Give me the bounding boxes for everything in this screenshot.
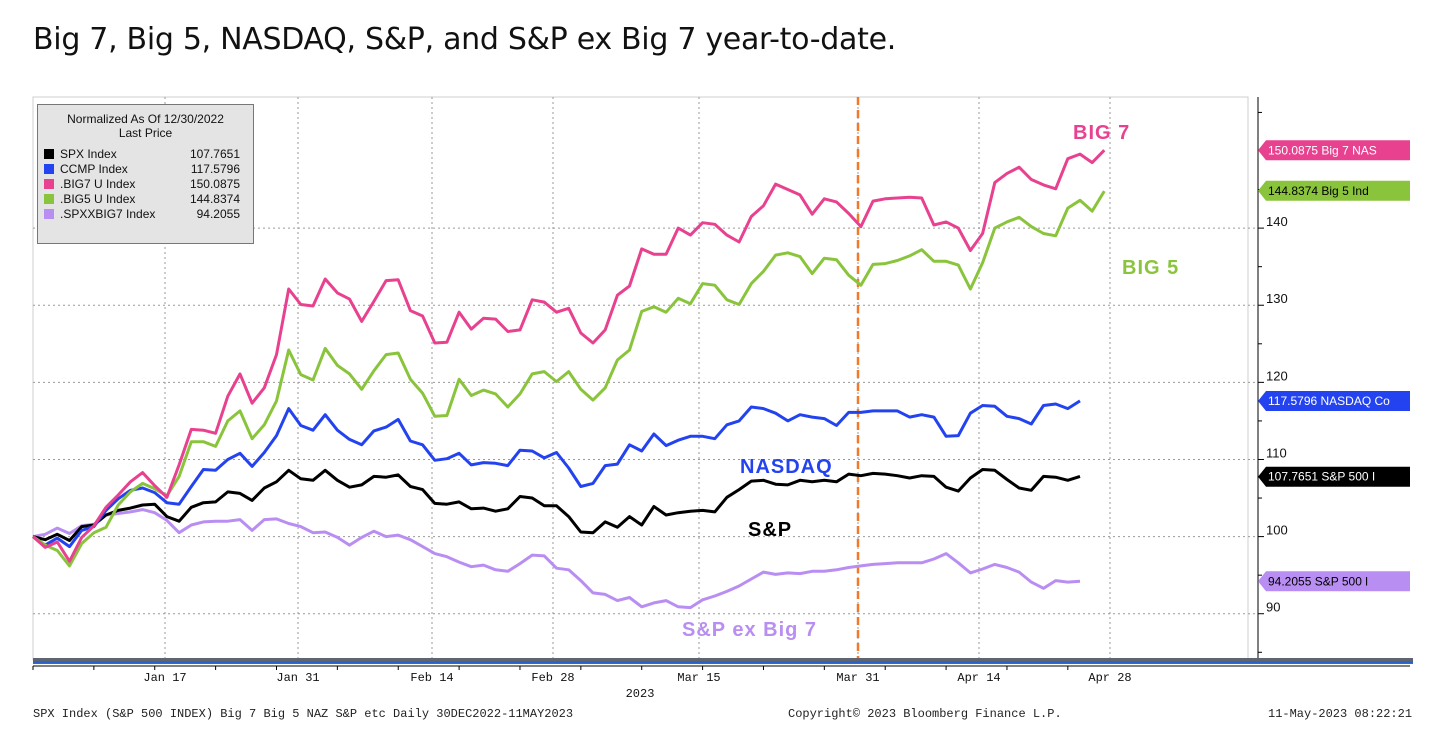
x-tick-label: Feb 14 <box>410 671 453 685</box>
legend-item-name: .BIG7 U Index <box>60 177 136 191</box>
x-tick-label: Feb 28 <box>531 671 574 685</box>
legend-item-value: 107.7651 <box>189 147 240 161</box>
series-line <box>32 508 1081 610</box>
end-label-bg <box>1258 391 1410 412</box>
series-text-label: NASDAQ <box>740 456 833 478</box>
series-text-label: S&P <box>748 519 792 541</box>
y-tick-label: 120 <box>1266 368 1288 383</box>
series-lines <box>32 149 1106 610</box>
legend-item: .BIG5 U Index 144.8374 <box>44 192 248 206</box>
legend-swatch <box>44 179 54 189</box>
footer-source: SPX Index (S&P 500 INDEX) Big 7 Big 5 NA… <box>33 707 574 721</box>
legend-item: SPX Index 107.7651 <box>44 147 248 161</box>
legend-header: Normalized As Of 12/30/2022 <box>67 112 224 126</box>
legend-item-value: 150.0875 <box>189 177 240 191</box>
y-tick-label: 100 <box>1266 523 1288 538</box>
end-label-text: 107.7651 S&P 500 I <box>1268 470 1375 484</box>
legend-item-name: CCMP Index <box>60 162 128 176</box>
x-tick-label: Jan 31 <box>276 671 319 685</box>
x-tick-label: Apr 28 <box>1088 671 1131 685</box>
series-text-label: BIG 5 <box>1122 257 1179 279</box>
x-tick-label: Apr 14 <box>957 671 1000 685</box>
legend-swatch <box>44 194 54 204</box>
x-tick-label: Jan 17 <box>143 671 186 685</box>
legend-item: .SPXXBIG7 Index 94.2055 <box>44 207 248 221</box>
series-line <box>32 468 1081 542</box>
series-text-label: BIG 7 <box>1073 122 1130 144</box>
end-label-text: 150.0875 Big 7 NAS <box>1268 143 1377 157</box>
legend-item-value: 94.2055 <box>196 207 240 221</box>
axes: 90 100 110 120 130 140 Jan 17 Jan 31 Feb 14 Feb 2… <box>32 97 1413 701</box>
legend-item-name: .BIG5 U Index <box>60 192 136 206</box>
footer-timestamp: 11-May-2023 08:22:21 <box>1268 707 1413 721</box>
series-line <box>32 399 1081 549</box>
y-tick-label: 140 <box>1266 214 1288 229</box>
legend-item-name: .SPXXBIG7 Index <box>60 207 156 221</box>
legend-box: Normalized As Of 12/30/2022 Last Price S… <box>37 104 254 244</box>
y-tick-label: 90 <box>1266 600 1280 615</box>
end-label-text: 117.5796 NASDAQ Co <box>1268 394 1390 408</box>
x-tick-label: Mar 15 <box>677 671 720 685</box>
y-tick-label: 110 <box>1266 445 1287 460</box>
page-heading: Big 7, Big 5, NASDAQ, S&P, and S&P ex Bi… <box>33 22 896 57</box>
x-tick-label: Mar 31 <box>836 671 879 685</box>
legend-item: CCMP Index 117.5796 <box>44 162 248 176</box>
legend-swatch <box>44 149 54 159</box>
end-label-bg <box>1258 140 1410 161</box>
series-line <box>32 190 1106 568</box>
legend-swatch <box>44 209 54 219</box>
series-line <box>32 149 1106 563</box>
time-range-highlight <box>33 661 1413 663</box>
grid <box>32 96 1258 661</box>
legend-item-value: 117.5796 <box>190 162 240 176</box>
legend-item-name: SPX Index <box>60 147 117 161</box>
end-value-labels: 150.0875 Big 7 NAS 144.8374 Big 5 Ind 117.… <box>1258 140 1410 592</box>
legend-item-value: 144.8374 <box>189 192 240 206</box>
y-tick-label: 130 <box>1266 291 1288 306</box>
series-labels: BIG 7 BIG 5 NASDAQ S&P S&P ex Big 7 <box>682 122 1179 641</box>
series-text-label: S&P ex Big 7 <box>682 619 817 641</box>
x-year-label: 2023 <box>626 687 655 701</box>
legend-subheader: Last Price <box>118 126 173 140</box>
end-label-text: 144.8374 Big 5 Ind <box>1268 184 1369 198</box>
footer-copyright: Copyright© 2023 Bloomberg Finance L.P. <box>788 707 1062 721</box>
end-label-bg <box>1258 571 1410 592</box>
legend-item: .BIG7 U Index 150.0875 <box>44 177 248 191</box>
end-label-text: 94.2055 S&P 500 l <box>1268 574 1368 588</box>
end-label-bg <box>1258 466 1410 487</box>
end-label-bg <box>1258 180 1410 201</box>
legend-swatch <box>44 164 54 174</box>
